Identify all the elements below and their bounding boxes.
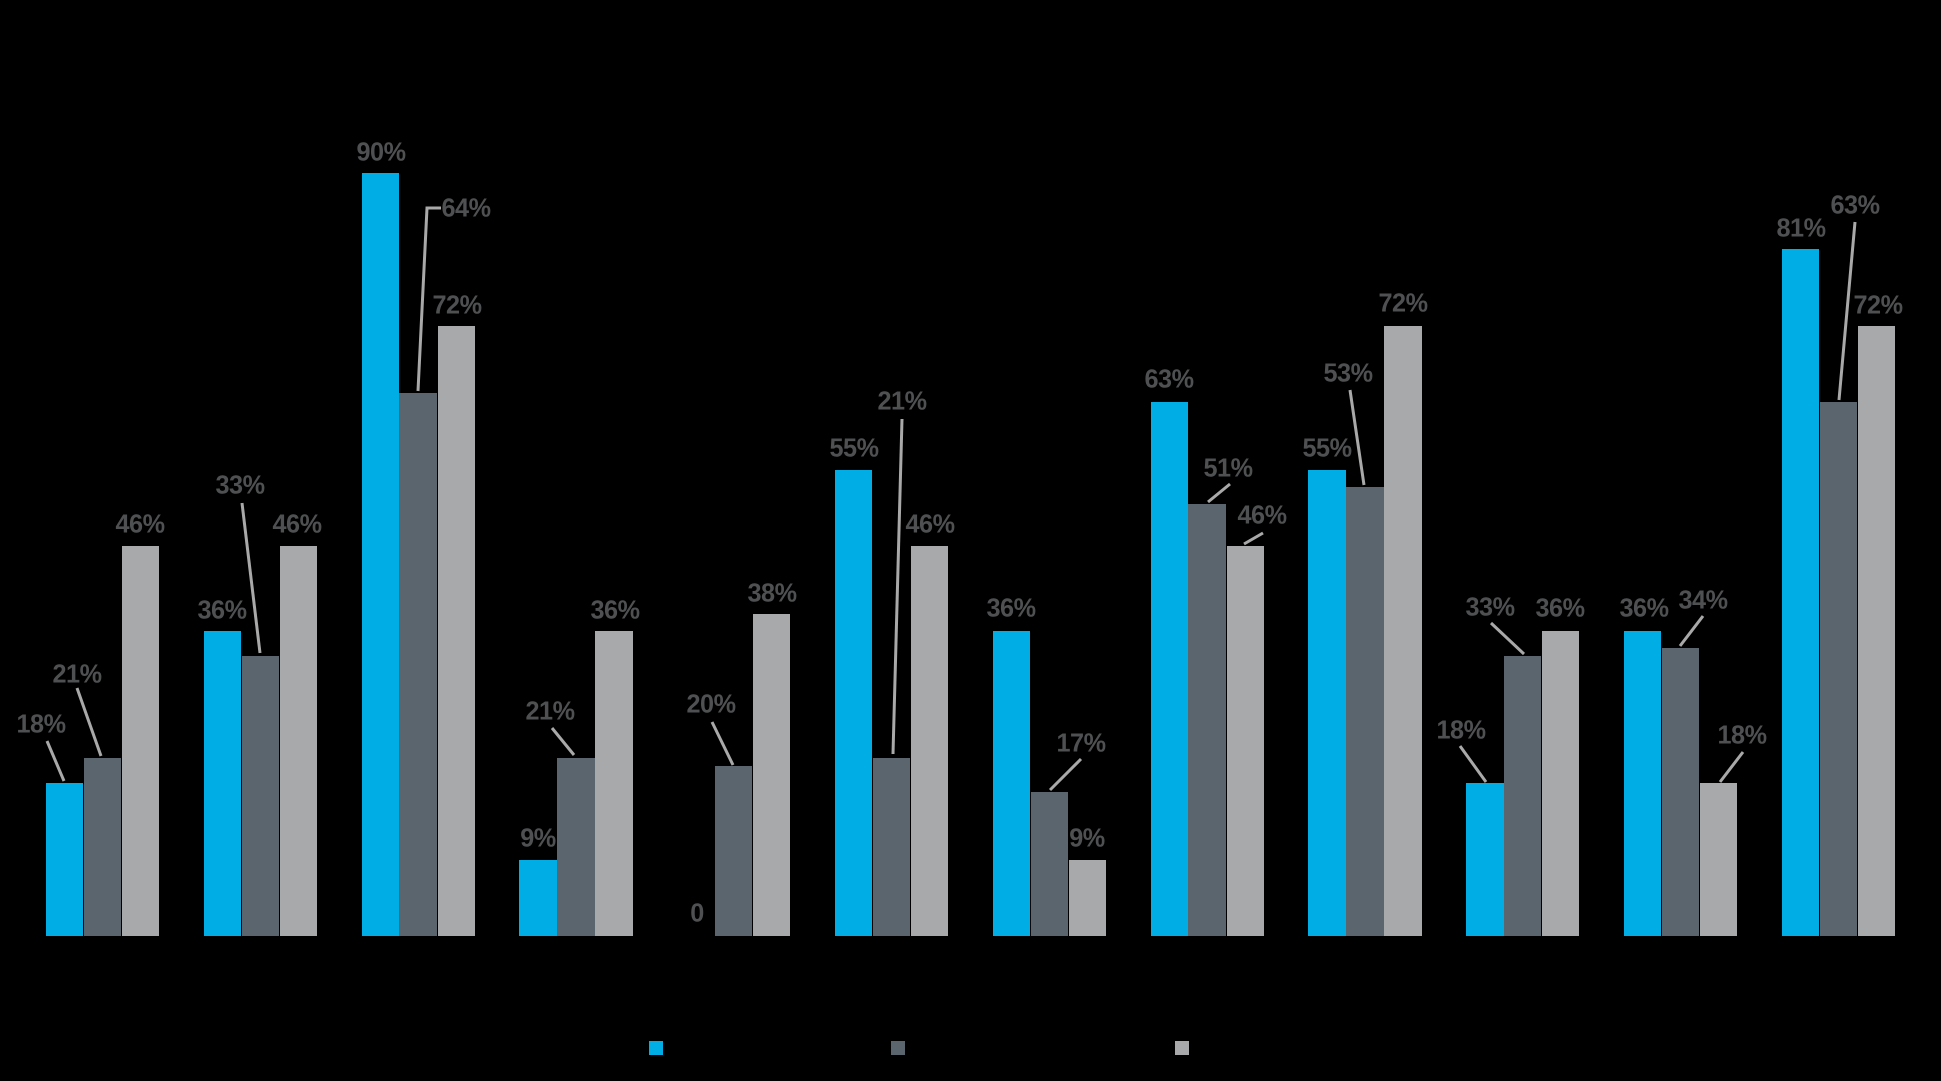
bar-group-10-series-1-blue [1466,783,1504,936]
data-label: 46% [1237,499,1287,530]
data-label: 36% [590,594,640,625]
data-label: 34% [1678,584,1728,615]
data-label: 51% [1203,452,1253,483]
bar-group-11-series-2-dark-gray [1661,647,1700,936]
data-label: 21% [52,658,102,689]
bar-group-2-series-3-light-gray [279,546,318,936]
bar-group-12-series-3-light-gray [1857,325,1896,936]
data-label: 18% [16,708,66,739]
data-label: 36% [1535,592,1585,623]
bar-group-4-series-3-light-gray [595,630,633,936]
bar-group-10-series-3-light-gray [1542,630,1580,936]
data-label: 46% [905,508,955,539]
leader-line [45,740,66,782]
data-label: 33% [1465,591,1515,622]
data-label: 33% [215,469,265,500]
bar-group-7-series-1-blue [992,630,1031,936]
bar-group-7-series-2-dark-gray [1030,791,1068,936]
data-label: 18% [1436,714,1486,745]
leader-line [891,418,904,755]
data-label: 21% [877,385,927,416]
bar-group-4-series-1-blue [519,859,557,936]
leader-line [1048,757,1083,792]
bar-group-7-series-3-light-gray [1068,859,1107,936]
legend-swatch-series-2-dark-gray [891,1041,905,1055]
leader-line [1458,745,1488,783]
legend-swatch-series-3-light-gray [1175,1041,1189,1055]
bar-group-11-series-3-light-gray [1699,783,1738,936]
data-label: 55% [1302,432,1352,463]
data-label: 38% [747,577,797,608]
data-label: 72% [1378,287,1428,318]
bar-group-3-series-3-light-gray [437,325,475,936]
data-label: 36% [986,592,1036,623]
bar-group-9-series-1-blue [1308,469,1346,936]
leader-line [550,727,576,756]
bar-group-9-series-3-light-gray [1384,325,1422,936]
data-label: 21% [525,695,575,726]
bar-group-3-series-2-dark-gray [399,393,437,936]
leader-line [1207,482,1231,504]
leader-line [1718,751,1745,783]
bar-group-2-series-2-dark-gray [241,656,279,936]
data-label: 9% [520,822,556,853]
leader-line [75,687,103,757]
data-label: 55% [829,432,879,463]
data-label: 36% [197,594,247,625]
bar-group-2-series-1-blue [203,630,242,936]
data-label: 36% [1619,592,1669,623]
data-label: 53% [1323,357,1373,388]
bar-group-12-series-1-blue [1781,249,1820,936]
bar-group-8-series-1-blue [1150,401,1188,936]
data-label: 90% [356,136,406,167]
bar-group-1-series-1-blue [46,783,84,936]
leader-line [240,502,262,654]
leader-line [1348,389,1366,486]
data-label: 63% [1144,363,1194,394]
data-label: 72% [1853,289,1903,320]
leader-line [710,721,735,766]
data-label: 20% [686,688,736,719]
leader-line [1489,621,1526,656]
bar-group-6-series-3-light-gray [910,546,949,936]
bar-group-12-series-2-dark-gray [1819,401,1857,936]
bar-group-3-series-1-blue [361,172,399,936]
data-label: 81% [1776,212,1826,243]
bar-group-1-series-2-dark-gray [83,757,122,936]
bar-group-9-series-2-dark-gray [1346,486,1384,936]
bar-group-10-series-2-dark-gray [1504,656,1542,936]
data-label: 64% [441,192,491,223]
bar-group-8-series-3-light-gray [1226,546,1264,936]
data-label: 63% [1830,189,1880,220]
bar-group-11-series-1-blue [1624,630,1662,936]
bar-group-4-series-2-dark-gray [557,757,595,936]
legend-swatch-series-1-blue [649,1041,663,1055]
data-label: 18% [1717,719,1767,750]
bar-group-6-series-1-blue [835,469,873,936]
bar-group-6-series-2-dark-gray [872,757,911,936]
leader-line [1243,531,1264,546]
bar-group-8-series-2-dark-gray [1188,503,1226,936]
leader-line [1678,615,1705,647]
bar-group-1-series-3-light-gray [121,546,160,936]
data-label: 17% [1056,727,1106,758]
bar-group-5-series-2-dark-gray [715,766,753,936]
data-label: 72% [432,289,482,320]
data-label: 46% [115,508,165,539]
bar-group-5-series-3-light-gray [753,613,791,936]
data-label: 9% [1069,822,1105,853]
data-label: 0 [690,897,704,928]
data-label: 46% [272,508,322,539]
